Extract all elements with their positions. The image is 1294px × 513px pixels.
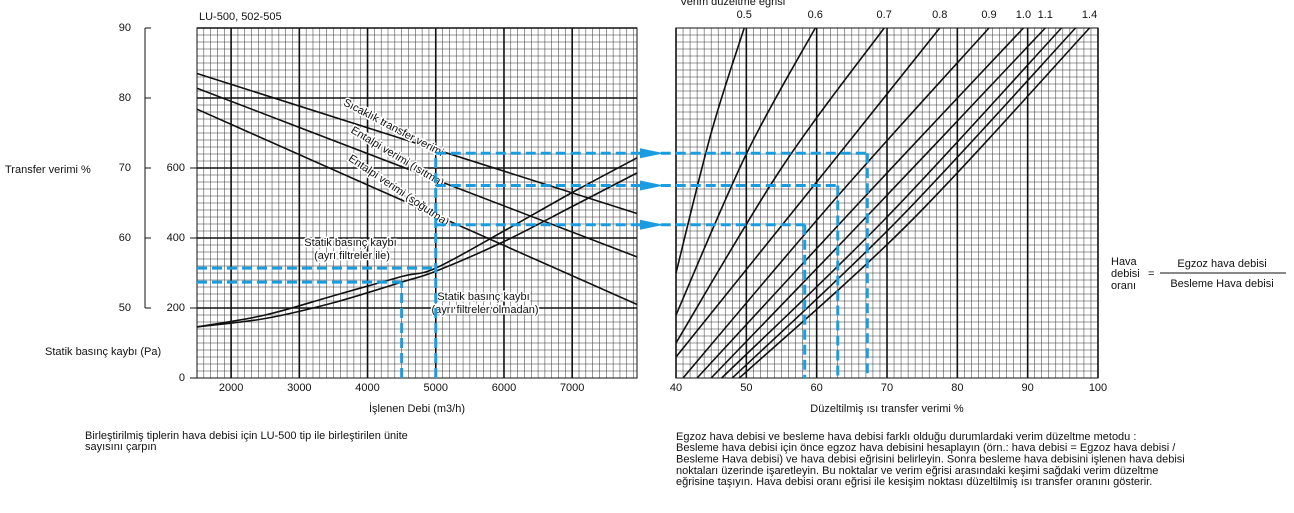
y-tick-label: 70: [119, 162, 131, 174]
y-axis-label: Transfer verimi %: [5, 164, 91, 176]
x-tick-label: 60: [811, 382, 823, 394]
curve-label: Statik basınç kaybı (ayrı filtreler ile): [304, 237, 399, 262]
series-line: [196, 72, 638, 215]
x-axis-label: Düzeltilmiş ısı transfer verimi %: [810, 403, 964, 415]
x-tick-label: 40: [670, 382, 682, 394]
y2-tick-label: 200: [167, 302, 185, 314]
note-line: Besleme hava debisi için önce egzoz hava…: [676, 442, 1176, 454]
series-line: [675, 27, 816, 316]
y2-tick-label: 0: [179, 372, 185, 384]
x-tick-label: 50: [740, 382, 752, 394]
series-line: [731, 27, 1077, 379]
series-line: [675, 27, 745, 274]
series-line: [196, 157, 638, 328]
curve-label: 0.7: [877, 9, 892, 21]
curve-label: 0.8: [932, 9, 947, 21]
guide-arrow: [640, 180, 664, 191]
curve-label: Statik basınç kaybı (ayrı filtreler olma…: [432, 291, 539, 316]
formula-label: debisi: [1111, 268, 1140, 280]
formula-denominator: Besleme Hava debisi: [1170, 278, 1273, 290]
chart-title: LU-500, 502-505: [199, 11, 282, 23]
x-tick-label: 70: [881, 382, 893, 394]
x-tick-label: 3000: [287, 382, 311, 394]
y-tick-label: 90: [119, 22, 131, 34]
note-line: Birleştirilmiş tiplerin hava debisi için…: [85, 430, 408, 442]
curve-label-line: Statik basınç kaybı: [437, 291, 532, 303]
formula-equals: =: [1148, 268, 1154, 280]
x-axis-label: İşlenen Debi (m3/h): [369, 402, 465, 415]
x-tick-label: 80: [951, 382, 963, 394]
formula-numerator: Egzoz hava debisi: [1177, 258, 1266, 270]
series-line: [721, 27, 1063, 379]
x-tick-label: 6000: [492, 382, 516, 394]
curve-label: 0.5: [737, 9, 752, 21]
curve-label-line: (ayrı filtreler olmadan): [432, 304, 539, 316]
series-line: [675, 27, 885, 344]
guide-arrow: [640, 148, 664, 159]
y-tick-label: 80: [119, 92, 131, 104]
x-tick-label: 5000: [424, 382, 448, 394]
curve-label: 1.1: [1038, 9, 1053, 21]
x-tick-label: 100: [1089, 382, 1107, 394]
x-tick-label: 7000: [560, 382, 584, 394]
curve-label: 0.9: [981, 9, 996, 21]
x-tick-label: 90: [1022, 382, 1034, 394]
formula-label: oranı: [1111, 280, 1136, 292]
x-tick-label: 4000: [355, 382, 379, 394]
note-line: Egzoz hava debisi ve besleme hava debisi…: [676, 431, 1136, 443]
series-line: [196, 87, 638, 258]
plot-frame: [196, 27, 638, 379]
note-line: eğrisine taşıyın. Hava debisi oranı eğri…: [676, 476, 1152, 488]
y2-axis-label: Statik basınç kaybı (Pa): [45, 346, 161, 358]
curve-label: 1.0: [1016, 9, 1031, 21]
series-line: [675, 27, 941, 358]
series-line: [196, 108, 638, 306]
series-line: [696, 27, 1025, 379]
y-tick-label: 60: [119, 232, 131, 244]
formula-label: Hava: [1111, 256, 1138, 268]
curve-label: 0.6: [808, 9, 823, 21]
series-line: [710, 27, 1046, 379]
y2-tick-label: 600: [167, 162, 185, 174]
y2-tick-label: 400: [167, 232, 185, 244]
guide-arrow: [640, 219, 664, 230]
series-line: [682, 27, 990, 379]
plot-frame: [675, 27, 1099, 379]
curve-label-line: (ayrı filtreler ile): [314, 250, 390, 262]
note-line: Besleme Hava debisi) ve hava debisi eğri…: [676, 454, 1185, 466]
chart-title: Verim düzeltme eğrisi: [680, 0, 785, 8]
note-line: sayısını çarpın: [85, 441, 157, 453]
series-line: [196, 172, 638, 328]
note-line: noktaları üzerinde işaretleyin. Bu nokta…: [676, 465, 1158, 477]
series-line: [738, 27, 1091, 379]
y-tick-label: 50: [119, 302, 131, 314]
x-tick-label: 2000: [219, 382, 243, 394]
curve-label-line: Statik basınç kaybı: [304, 237, 399, 249]
curve-label: 1.4: [1082, 9, 1097, 21]
